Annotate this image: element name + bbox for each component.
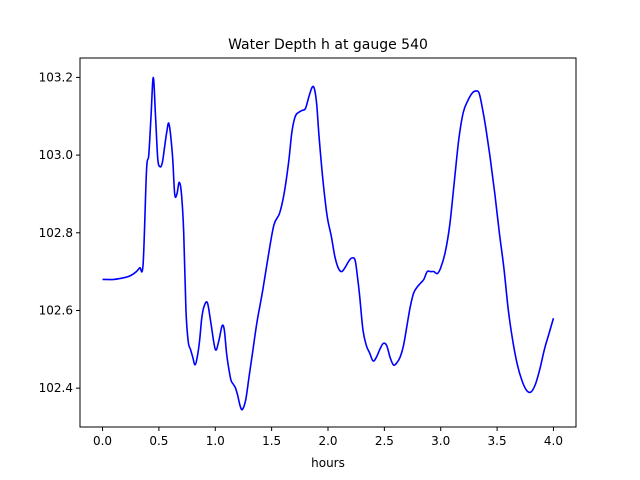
y-tick-label: 102.6 bbox=[39, 303, 73, 317]
x-tick-label: 1.5 bbox=[262, 434, 281, 448]
y-tick-label: 102.8 bbox=[39, 226, 73, 240]
chart-title: Water Depth h at gauge 540 bbox=[228, 37, 428, 53]
x-tick-label: 1.0 bbox=[206, 434, 225, 448]
y-tick-label: 103.0 bbox=[39, 148, 73, 162]
x-axis: 0.0 0.5 1.0 1.5 2.0 2.5 3.0 3.5 4.0 bbox=[93, 427, 563, 448]
x-tick-label: 2.0 bbox=[318, 434, 337, 448]
x-tick-label: 3.5 bbox=[488, 434, 507, 448]
x-axis-label: hours bbox=[311, 456, 345, 470]
plot-area bbox=[80, 58, 576, 427]
x-tick-label: 0.0 bbox=[93, 434, 112, 448]
y-tick-label: 103.2 bbox=[39, 70, 73, 84]
x-tick-label: 4.0 bbox=[544, 434, 563, 448]
y-axis: 102.4 102.6 102.8 103.0 103.2 bbox=[39, 70, 80, 395]
series-layer bbox=[102, 76, 555, 411]
y-tick-label: 102.4 bbox=[39, 381, 73, 395]
x-tick-label: 0.5 bbox=[149, 434, 168, 448]
x-tick-label: 3.0 bbox=[431, 434, 450, 448]
x-tick-label: 2.5 bbox=[375, 434, 394, 448]
series-line-0 bbox=[102, 76, 555, 411]
